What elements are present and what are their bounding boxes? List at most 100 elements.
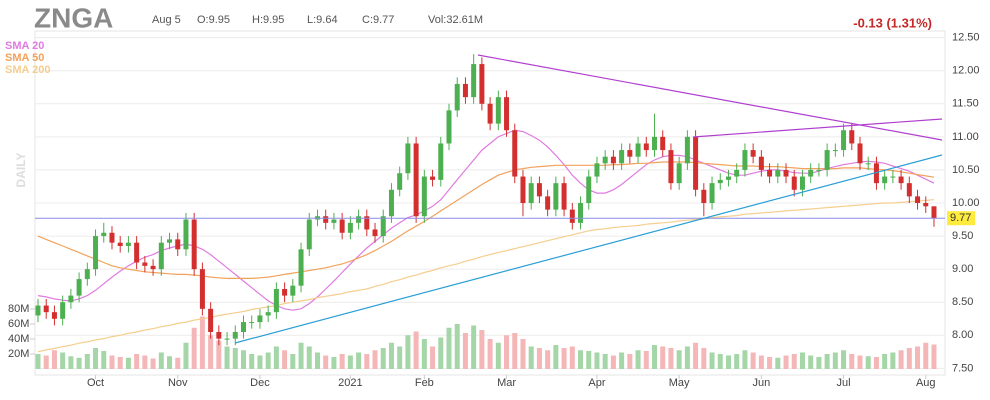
candle-body — [586, 176, 592, 203]
candle-body — [504, 97, 510, 131]
candle-body — [35, 305, 41, 316]
volume-bar — [906, 348, 912, 369]
candle-body — [495, 97, 501, 124]
candle-body — [224, 338, 230, 340]
volume-bar — [799, 352, 805, 369]
sma-line — [37, 199, 935, 353]
price-change: -0.13 (1.31%) — [853, 15, 932, 30]
candle-body — [273, 289, 279, 313]
volume-bar — [758, 355, 764, 369]
volume-bar — [816, 357, 822, 369]
candle-body — [512, 130, 518, 177]
y-tick-label: 12.50 — [952, 32, 980, 44]
candle-body — [619, 150, 625, 164]
candle-body — [454, 83, 460, 111]
candle-body — [734, 169, 740, 177]
y-tick-label: 12.00 — [952, 65, 980, 77]
candle-body — [430, 176, 436, 180]
volume-bar — [693, 342, 699, 369]
volume-bar — [923, 342, 929, 369]
candle-body — [51, 312, 57, 319]
volume-bar — [841, 350, 847, 369]
volume-bar — [660, 346, 666, 369]
volume-tick-label: 40M — [8, 333, 29, 345]
volume-bar — [314, 352, 320, 369]
candle-body — [109, 232, 115, 243]
candle-body — [462, 83, 468, 98]
trend-line — [692, 118, 943, 138]
volume-bar — [734, 354, 740, 369]
volume-bar — [602, 354, 608, 369]
volume-bar — [701, 348, 707, 369]
x-tick-label: May — [669, 377, 690, 389]
candle-body — [923, 203, 929, 207]
volume-bar — [216, 340, 222, 369]
candle-body — [388, 189, 394, 217]
candle-body — [660, 136, 666, 151]
candle-body — [799, 176, 805, 190]
volume-bar — [487, 339, 493, 369]
candle-body — [290, 285, 296, 296]
volume-bar — [561, 348, 567, 369]
last-price-label: 9.77 — [950, 212, 971, 224]
candle-body — [199, 269, 205, 309]
candle-body — [668, 150, 674, 184]
volume-bar — [725, 355, 731, 369]
candle-body — [898, 176, 904, 184]
volume-bar — [915, 346, 921, 369]
candle-body — [191, 219, 197, 270]
quote-item: Aug 5 — [152, 14, 181, 26]
volume-bar — [791, 354, 797, 369]
candle-body — [150, 265, 156, 270]
candle-body — [594, 163, 600, 177]
volume-tick-label: 20M — [8, 348, 29, 360]
candle-body — [76, 279, 82, 296]
volume-bar — [849, 354, 855, 369]
volume-bar — [331, 357, 337, 369]
candle-body — [84, 269, 90, 280]
legend-entry: SMA 50 — [5, 52, 44, 64]
candle-body — [356, 216, 362, 223]
candle-body — [183, 219, 189, 250]
candle-body — [652, 136, 657, 151]
volume-bar — [545, 350, 551, 369]
candle-body — [471, 64, 477, 98]
volume-bar — [339, 354, 345, 369]
candle-body — [257, 315, 263, 323]
volume-bar — [388, 342, 394, 369]
volume-bar — [93, 348, 99, 369]
candle-body — [709, 183, 715, 203]
candle-body — [758, 156, 764, 170]
volume-bar — [873, 357, 879, 369]
volume-tick-label: 60M — [8, 318, 29, 330]
candle-body — [438, 143, 444, 180]
candle-body — [890, 176, 896, 178]
volume-bar — [430, 346, 436, 369]
volume-bar — [191, 327, 197, 369]
volume-bar — [167, 356, 173, 369]
y-tick-label: 11.00 — [952, 131, 979, 143]
volume-bar — [709, 352, 715, 369]
volume-bar — [512, 333, 518, 369]
volume-bar — [241, 350, 246, 369]
y-tick-label: 9.00 — [952, 263, 973, 275]
candle-body — [684, 136, 690, 164]
volume-bar — [619, 352, 625, 369]
volume-bar — [117, 357, 123, 369]
x-tick-label: Mar — [497, 377, 516, 389]
volume-bar — [208, 335, 214, 369]
candle-body — [372, 229, 378, 237]
x-tick-label: Nov — [168, 377, 188, 389]
last-price-box — [947, 211, 975, 226]
x-tick-label: Oct — [87, 377, 104, 389]
volume-bar — [150, 358, 156, 369]
quote-item: H:9.95 — [252, 14, 284, 26]
volume-bar — [865, 356, 871, 369]
candle-body — [125, 242, 131, 246]
volume-bar — [898, 350, 904, 369]
candle-body — [446, 110, 452, 144]
candle-body — [43, 305, 49, 313]
volume-bar — [183, 342, 189, 369]
volume-bar — [265, 352, 271, 369]
